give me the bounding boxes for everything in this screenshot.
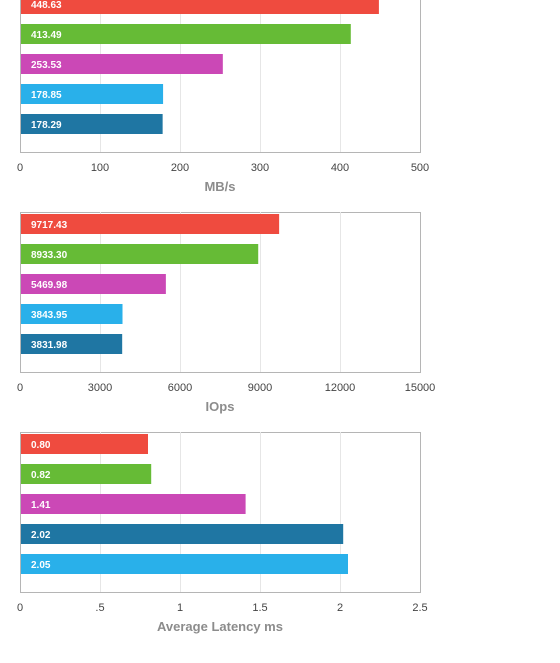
bar-value-label: 2.02 — [31, 530, 51, 541]
bar — [21, 464, 152, 484]
x-tick-label: 500 — [411, 162, 429, 174]
x-tick-label: 200 — [171, 162, 189, 174]
x-tick-label: 6000 — [168, 382, 192, 394]
bar — [21, 244, 259, 264]
bar — [21, 0, 379, 14]
bar — [21, 304, 123, 324]
bar-value-label: 178.29 — [31, 120, 62, 131]
bar-value-label: 5469.98 — [31, 280, 68, 291]
bar-value-label: 253.53 — [31, 60, 62, 71]
bar — [21, 334, 123, 354]
x-tick-label: 1 — [177, 602, 183, 614]
x-tick-label: 2.5 — [412, 602, 427, 614]
x-tick-label: 100 — [91, 162, 109, 174]
x-axis-title: MB/s — [204, 179, 235, 194]
bar-value-label: 3843.95 — [31, 310, 68, 321]
x-tick-label: .5 — [95, 602, 104, 614]
x-tick-label: 3000 — [88, 382, 112, 394]
bar — [21, 54, 223, 74]
bar — [21, 434, 148, 454]
x-tick-label: 400 — [331, 162, 349, 174]
x-tick-label: 0 — [17, 602, 23, 614]
bar — [21, 524, 344, 544]
bar-value-label: 448.63 — [31, 0, 62, 11]
bar — [21, 554, 348, 574]
bar — [21, 494, 246, 514]
bar-value-label: 9717.43 — [31, 220, 68, 231]
bar-value-label: 2.05 — [31, 560, 51, 571]
x-tick-label: 9000 — [248, 382, 272, 394]
x-axis-title: IOps — [206, 399, 235, 414]
bar-value-label: 3831.98 — [31, 340, 68, 351]
bar-value-label: 1.41 — [31, 500, 51, 511]
latency-chart: 0 .5 1 1.5 2 2.5 0.80 0.82 1.41 2.02 2.05 Average L… — [17, 432, 428, 634]
bar-value-label: 413.49 — [31, 30, 62, 41]
x-tick-label: 2 — [337, 602, 343, 614]
bar — [21, 274, 166, 294]
bar-value-label: 178.85 — [31, 90, 62, 101]
x-tick-label: 0 — [17, 162, 23, 174]
bar — [21, 84, 164, 104]
x-tick-label: 0 — [17, 382, 23, 394]
x-tick-label: 1.5 — [252, 602, 267, 614]
x-tick-label: 15000 — [405, 382, 436, 394]
bar-value-label: 0.82 — [31, 470, 51, 481]
x-axis-title: Average Latency ms — [157, 619, 283, 634]
x-tick-label: 300 — [251, 162, 269, 174]
x-tick-label: 12000 — [325, 382, 356, 394]
bar — [21, 214, 280, 234]
bar-value-label: 0.80 — [31, 440, 51, 451]
bar — [21, 24, 351, 44]
iops-chart: 0 3000 6000 9000 12000 15000 9717.43 8933.30 546… — [17, 212, 436, 414]
bar-value-label: 8933.30 — [31, 250, 68, 261]
bar — [21, 114, 163, 134]
throughput-chart: 0 100 200 300 400 500 448.63 413.49 253.53 178.85… — [17, 0, 429, 194]
